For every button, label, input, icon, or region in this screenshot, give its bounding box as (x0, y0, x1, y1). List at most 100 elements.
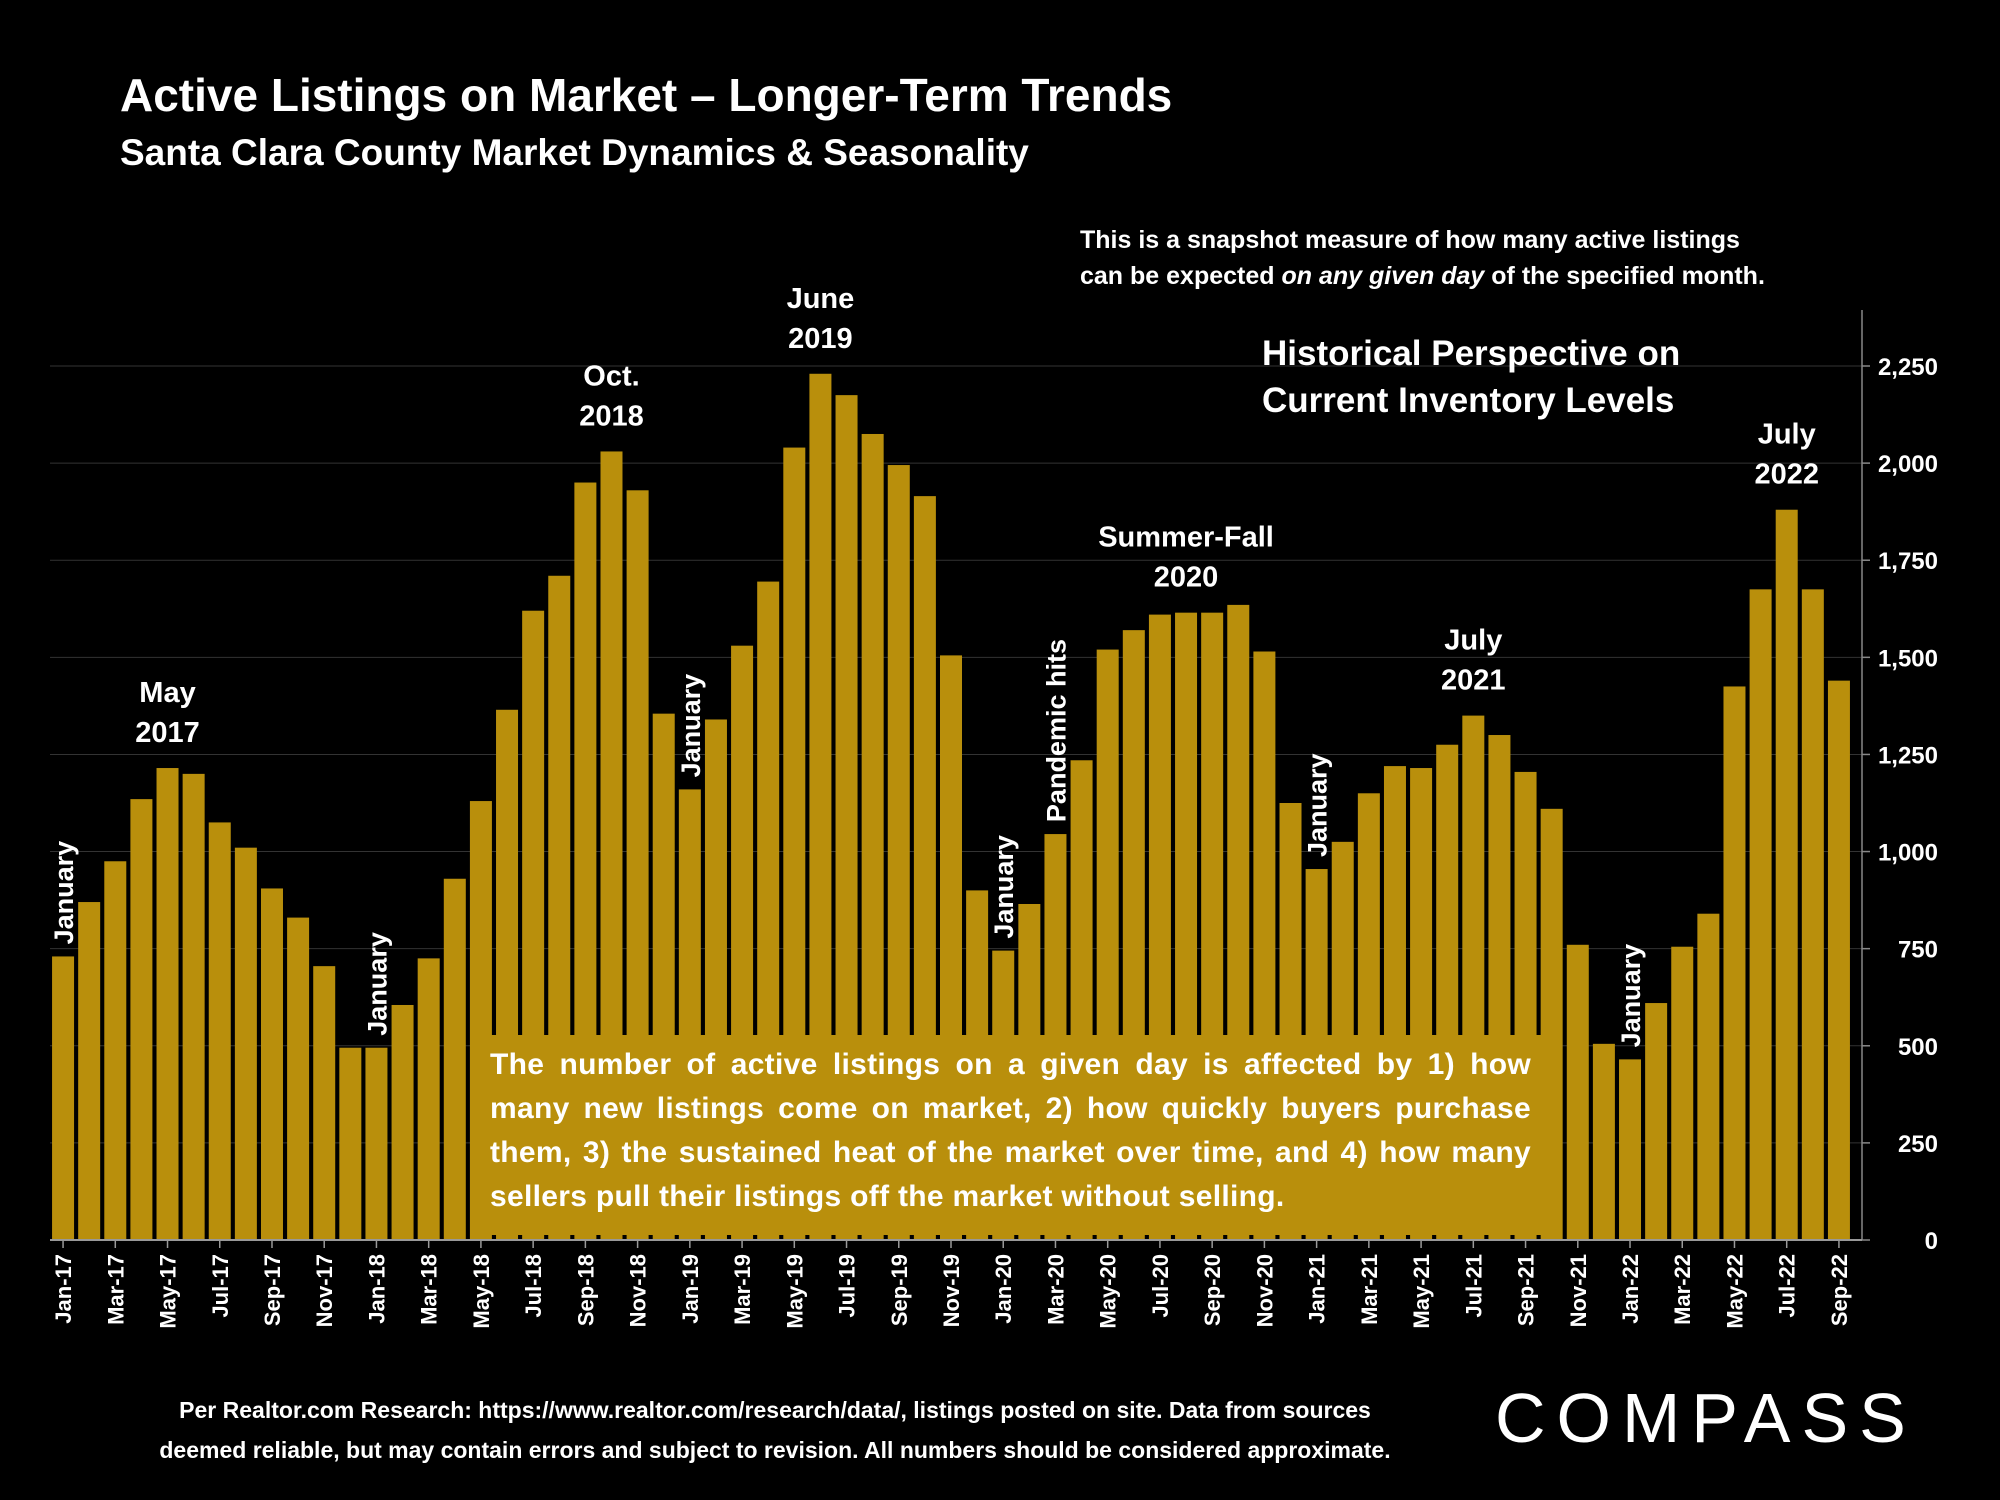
annotations: January January January January Pandemic hit… (49, 283, 1819, 1048)
bar (1671, 946, 1694, 1240)
bar (130, 799, 153, 1240)
x-tick-label: Jul-18 (521, 1254, 546, 1318)
annotation-line2: 2020 (1154, 562, 1219, 594)
footnote-line1: Per Realtor.com Research: https://www.re… (179, 1397, 1371, 1423)
annotation-label: July 2022 (1754, 419, 1819, 491)
annotation-rotated: January (49, 841, 79, 945)
annotation-line2: 2018 (579, 400, 644, 432)
perspective-line1: Historical Perspective on (1262, 334, 1681, 373)
x-tick-label: Jul-19 (835, 1254, 860, 1318)
source-footnote: Per Realtor.com Research: https://www.re… (120, 1390, 1430, 1470)
bar (1540, 808, 1563, 1240)
annotation-line1: July (1758, 419, 1816, 451)
bar (78, 902, 101, 1240)
bar (313, 966, 336, 1240)
bar (182, 773, 205, 1240)
perspective-heading: Historical Perspective on Current Invent… (1262, 330, 1680, 424)
bar (835, 395, 858, 1241)
bar (365, 1047, 388, 1240)
bar (417, 958, 440, 1240)
bar (208, 822, 231, 1240)
bar (1697, 913, 1720, 1240)
x-tick-label: Sep-21 (1514, 1254, 1539, 1326)
annotation-line1: Oct. (583, 360, 639, 392)
annotation-rotated: January (989, 835, 1019, 939)
bar (443, 878, 466, 1240)
x-tick-label: Jul-17 (208, 1254, 233, 1318)
y-tick-label: 1,000 (1878, 840, 1938, 867)
chart-subtitle: Santa Clara County Market Dynamics & Sea… (120, 132, 1029, 173)
annotation-label: Oct. 2018 (579, 360, 644, 432)
bar (809, 373, 832, 1240)
annotation-rotated: January (1303, 753, 1333, 857)
x-tick-label: Nov-19 (939, 1254, 964, 1327)
bar (1749, 589, 1772, 1240)
x-tick-label: Jan-20 (991, 1254, 1016, 1324)
bar (234, 847, 257, 1240)
y-tick-label: 1,500 (1878, 645, 1938, 672)
x-tick-label: May-20 (1096, 1254, 1121, 1329)
x-tick-label: Sep-20 (1200, 1254, 1225, 1326)
annotation-line1: May (139, 677, 195, 709)
annotation-rotated: Pandemic hits (1041, 639, 1071, 822)
x-tick-label: Sep-19 (887, 1254, 912, 1326)
bar (1801, 589, 1824, 1240)
bar (391, 1004, 414, 1240)
x-tick-label: Nov-21 (1566, 1254, 1591, 1327)
bar (156, 768, 179, 1240)
bar (260, 888, 283, 1240)
bar (1645, 1003, 1668, 1240)
bar (1775, 509, 1798, 1240)
snapshot-note-line2-after: of the specified month. (1484, 262, 1765, 290)
bar (104, 861, 127, 1240)
annotation-line2: 2022 (1754, 459, 1819, 491)
snapshot-note-emphasis: on any given day (1281, 262, 1485, 290)
annotation-label: Summer-Fall 2020 (1098, 522, 1274, 594)
snapshot-note-line2: can be expected on any given day of the … (1080, 258, 1765, 294)
x-tick-label: Sep-17 (260, 1254, 285, 1326)
x-tick-label: Mar-19 (730, 1254, 755, 1325)
annotation-line2: 2017 (135, 717, 200, 749)
footnote-line2: deemed reliable, but may contain errors … (159, 1437, 1391, 1463)
axes: 0 250 500 750 1,000 1,250 1,500 1,750 2,000 2,250… (50, 310, 1938, 1329)
compass-logo: COMPASS (1495, 1379, 1917, 1457)
bar (1592, 1043, 1615, 1240)
x-tick-label: May-17 (156, 1254, 181, 1329)
snapshot-note: This is a snapshot measure of how many a… (1080, 222, 1765, 294)
explanation-box: The number of active listings on a given… (478, 1035, 1543, 1235)
y-tick-label: 1,250 (1878, 742, 1938, 769)
x-tick-label: Sep-18 (573, 1254, 598, 1326)
x-tick-label: Jan-18 (364, 1254, 389, 1324)
annotation-line2: 2019 (788, 323, 853, 355)
bar (339, 1047, 362, 1240)
x-tick-label: May-21 (1409, 1254, 1434, 1329)
y-tick-label: 2,250 (1878, 354, 1938, 381)
annotation-rotated: January (676, 674, 706, 778)
y-tick-label: 2,000 (1878, 451, 1938, 478)
x-tick-label: May-22 (1722, 1254, 1747, 1329)
annotation-line2: 2021 (1441, 665, 1506, 697)
x-tick-label: Mar-18 (417, 1254, 442, 1325)
annotation-label: June 2019 (787, 283, 855, 355)
chart-title: Active Listings on Market – Longer-Term … (120, 69, 1173, 121)
x-tick-label: Jan-21 (1305, 1254, 1330, 1324)
annotation-rotated: January (362, 932, 392, 1036)
x-tick-label: Mar-21 (1357, 1254, 1382, 1325)
y-tick-label: 500 (1898, 1034, 1938, 1061)
x-tick-label: Jul-21 (1461, 1254, 1486, 1318)
x-tick-label: Jul-20 (1148, 1254, 1173, 1318)
x-tick-label: Mar-20 (1043, 1254, 1068, 1325)
x-tick-label: Jan-17 (51, 1254, 76, 1324)
y-tick-label: 750 (1898, 937, 1938, 964)
x-tick-label: Jan-19 (678, 1254, 703, 1324)
bar (1723, 686, 1746, 1240)
x-tick-label: Nov-18 (626, 1254, 651, 1327)
annotation-line1: July (1444, 625, 1502, 657)
x-tick-label: May-18 (469, 1254, 494, 1329)
y-tick-label: 0 (1925, 1228, 1938, 1255)
y-tick-label: 1,750 (1878, 548, 1938, 575)
x-tick-label: May-19 (782, 1254, 807, 1329)
annotation-label: July 2021 (1441, 625, 1506, 697)
x-tick-label: Jul-22 (1775, 1254, 1800, 1318)
x-tick-label: Mar-17 (103, 1254, 128, 1325)
